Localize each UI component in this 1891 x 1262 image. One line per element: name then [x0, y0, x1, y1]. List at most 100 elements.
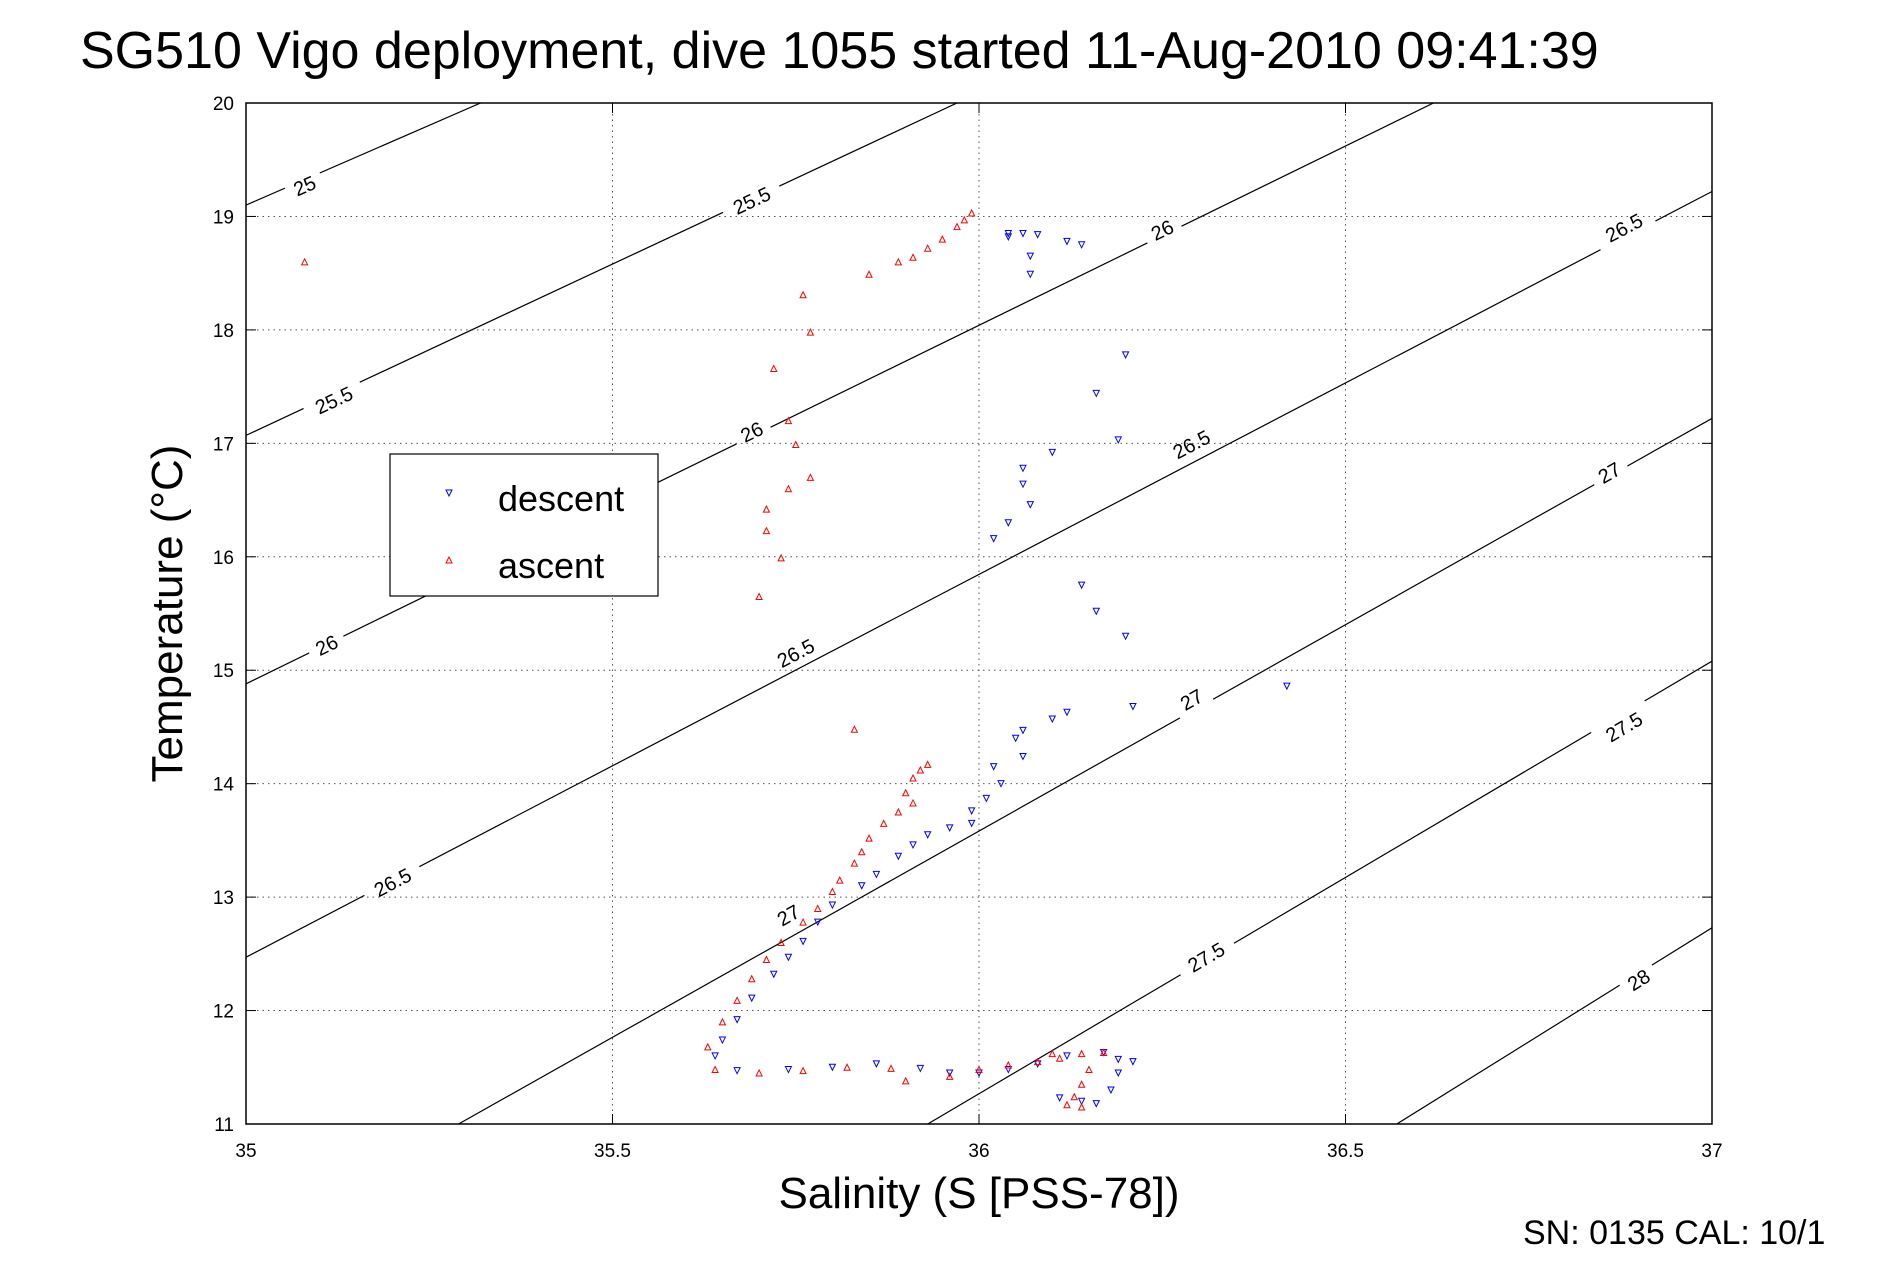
contour-line-26.5: [246, 190, 1712, 958]
ascent-point: [777, 938, 785, 946]
ascent-point: [967, 208, 976, 217]
descent-point: [872, 870, 881, 879]
contour-line-27: [458, 417, 1712, 1124]
ascent-point: [777, 553, 785, 562]
descent-point: [1063, 1052, 1071, 1061]
descent-point: [1092, 389, 1101, 398]
descent-point: [1129, 1058, 1137, 1066]
y-tick-label: 15: [213, 661, 234, 682]
contour-label: 28: [1624, 966, 1655, 996]
descent-point: [1283, 682, 1291, 691]
x-tick-label: 36.5: [1327, 1141, 1364, 1162]
contour-line-28: [1396, 927, 1712, 1124]
descent-point: [1019, 726, 1027, 735]
descent-point: [1019, 480, 1027, 489]
legend-label-ascent: ascent: [498, 545, 604, 586]
axis-ticks: 35 35.5 36 36.5 37 11 12 13 14 15 16 17 18 19 20: [213, 94, 1723, 1162]
ascent-point: [1099, 1048, 1108, 1057]
descent-point: [1048, 715, 1057, 724]
y-tick-label: 13: [213, 888, 234, 909]
ascent-point: [901, 788, 910, 797]
y-tick-label: 16: [213, 548, 234, 569]
descent-point: [1004, 519, 1013, 527]
contour-label: 26.5: [1602, 210, 1647, 248]
ascent-point: [865, 834, 873, 842]
contour-label: 25.5: [730, 183, 775, 219]
ascent-point: [953, 222, 961, 231]
ascent-point: [1033, 1057, 1042, 1066]
descent-point: [813, 918, 822, 927]
descent-point: [997, 780, 1005, 788]
descent-point: [1121, 632, 1130, 641]
descent-point: [967, 819, 976, 828]
descent-point: [872, 1060, 881, 1068]
y-tick-label: 17: [213, 434, 234, 455]
ascent-point: [1077, 1049, 1086, 1058]
descent-point: [1114, 1069, 1123, 1078]
contour-label: 27.5: [1602, 708, 1647, 747]
ascent-point: [1055, 1054, 1064, 1062]
ascent-point: [784, 416, 793, 425]
descent-point: [1048, 448, 1057, 457]
chart-title: SG510 Vigo deployment, dive 1055 started…: [80, 22, 1599, 80]
ascent-point: [718, 1017, 727, 1026]
descent-point: [1004, 233, 1013, 241]
ascent-point: [762, 505, 771, 513]
contour-label: 26.5: [371, 864, 416, 902]
ascent-point: [762, 955, 771, 964]
descent-point: [1026, 252, 1035, 261]
ascent-point: [879, 819, 888, 827]
contour-line-27.5: [927, 660, 1712, 1124]
descent-point: [1011, 734, 1020, 743]
contour-label: 26.5: [1170, 427, 1215, 465]
descent-point: [982, 794, 991, 803]
y-tick-label: 11: [214, 1115, 234, 1136]
contour-label: 27: [1595, 459, 1625, 489]
ascent-point: [1004, 1060, 1013, 1069]
descent-point: [967, 807, 976, 816]
grid-lines: [246, 103, 1712, 1124]
descent-point: [784, 1066, 793, 1074]
ascent-point: [850, 858, 859, 867]
footer-serial-calibration: SN: 0135 CAL: 10/1: [1523, 1214, 1825, 1252]
contour-line-26: [246, 103, 1434, 685]
descent-point: [1033, 1060, 1042, 1068]
descent-point: [1114, 436, 1123, 445]
descent-point: [1121, 351, 1130, 359]
descent-point: [1077, 1097, 1086, 1106]
contour-label: 25: [290, 172, 319, 201]
legend-marker-descent: [445, 489, 453, 498]
descent-point: [733, 1067, 741, 1075]
descent-point: [733, 1016, 741, 1024]
ascent-point: [813, 904, 822, 912]
descent-point: [718, 1036, 727, 1045]
x-tick-label: 35.5: [594, 1141, 631, 1162]
descent-point: [894, 852, 903, 861]
ascent-point: [762, 526, 771, 535]
ascent-point: [909, 773, 917, 782]
y-axis-title: Temperature (°C): [143, 445, 192, 783]
descent-point: [784, 953, 793, 962]
ascent-point: [1077, 1102, 1086, 1111]
x-tick-label: 35: [235, 1141, 256, 1162]
contour-line-25.5: [246, 103, 958, 436]
ascent-point: [703, 1042, 712, 1051]
descent-point: [1107, 1086, 1115, 1095]
descent-point: [1033, 231, 1042, 239]
ascent-point: [799, 1066, 807, 1075]
descent-point: [1063, 237, 1071, 246]
ascent-point: [733, 996, 741, 1004]
descent-point: [1004, 1066, 1013, 1074]
descent-point: [711, 1052, 719, 1061]
ascent-point: [1048, 1049, 1057, 1058]
contour-label: 26: [312, 631, 342, 661]
ascent-point: [975, 1065, 983, 1074]
contour-label: 27.5: [1184, 939, 1229, 978]
ascent-point: [887, 1064, 895, 1072]
x-tick-label: 37: [1701, 1141, 1722, 1162]
plot-frame: [245, 102, 1713, 1125]
y-tick-label: 14: [213, 775, 235, 796]
descent-point: [747, 994, 756, 1003]
